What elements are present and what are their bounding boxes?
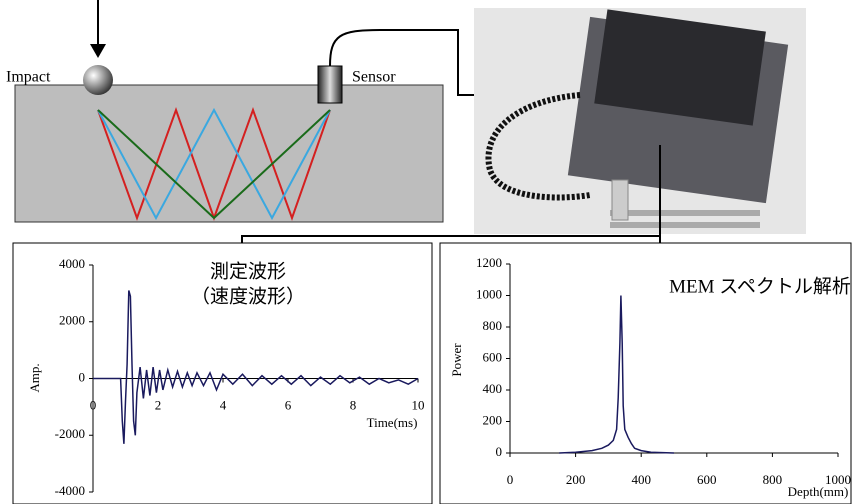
hammer — [612, 180, 628, 220]
x-axis-label: Depth(mm) — [788, 484, 849, 499]
y-tick-label: 800 — [483, 318, 503, 333]
y-axis-label: Amp. — [27, 363, 42, 392]
y-tick-label: -4000 — [55, 483, 85, 498]
concrete-block — [15, 85, 443, 222]
probe — [610, 210, 760, 216]
y-tick-label: 0 — [79, 369, 86, 384]
x-tick-label: 0 — [507, 472, 514, 487]
x-tick-label: 10 — [412, 397, 425, 412]
annotation: 測定波形 — [210, 260, 286, 282]
page: {"diagram": {"impact_label": "Impact", "… — [0, 0, 852, 504]
x-tick-label: 200 — [566, 472, 586, 487]
y-tick-label: 200 — [483, 412, 503, 427]
x-tick-label: 4 — [220, 397, 227, 412]
annotation: （速度波形） — [191, 285, 305, 307]
sensor — [318, 66, 342, 103]
impact-ball — [83, 65, 113, 95]
y-tick-label: 4000 — [59, 256, 85, 271]
y-tick-label: 0 — [496, 444, 503, 459]
y-tick-label: 400 — [483, 381, 503, 396]
arrow-head — [90, 44, 106, 58]
figure: Impact Sensor -4000-20000200040000246810… — [0, 0, 852, 504]
x-tick-label: 8 — [350, 397, 357, 412]
y-tick-label: 600 — [483, 349, 503, 364]
y-tick-label: -2000 — [55, 426, 85, 441]
y-tick-label: 1000 — [476, 286, 502, 301]
sensor-label: Sensor — [352, 69, 396, 86]
x-tick-label: 2 — [155, 397, 162, 412]
annotation: MEM スペクトル解析 — [669, 275, 851, 297]
x-tick-label: 0 — [90, 397, 97, 412]
y-tick-label: 2000 — [59, 313, 85, 328]
x-tick-label: 6 — [285, 397, 292, 412]
impact-label: Impact — [6, 69, 51, 86]
x-tick-label: 600 — [697, 472, 717, 487]
y-axis-label: Power — [449, 343, 464, 377]
x-tick-label: 400 — [631, 472, 651, 487]
x-tick-label: 800 — [763, 472, 783, 487]
probe — [610, 222, 760, 228]
x-axis-label: Time(ms) — [367, 415, 418, 430]
y-tick-label: 1200 — [476, 255, 502, 270]
